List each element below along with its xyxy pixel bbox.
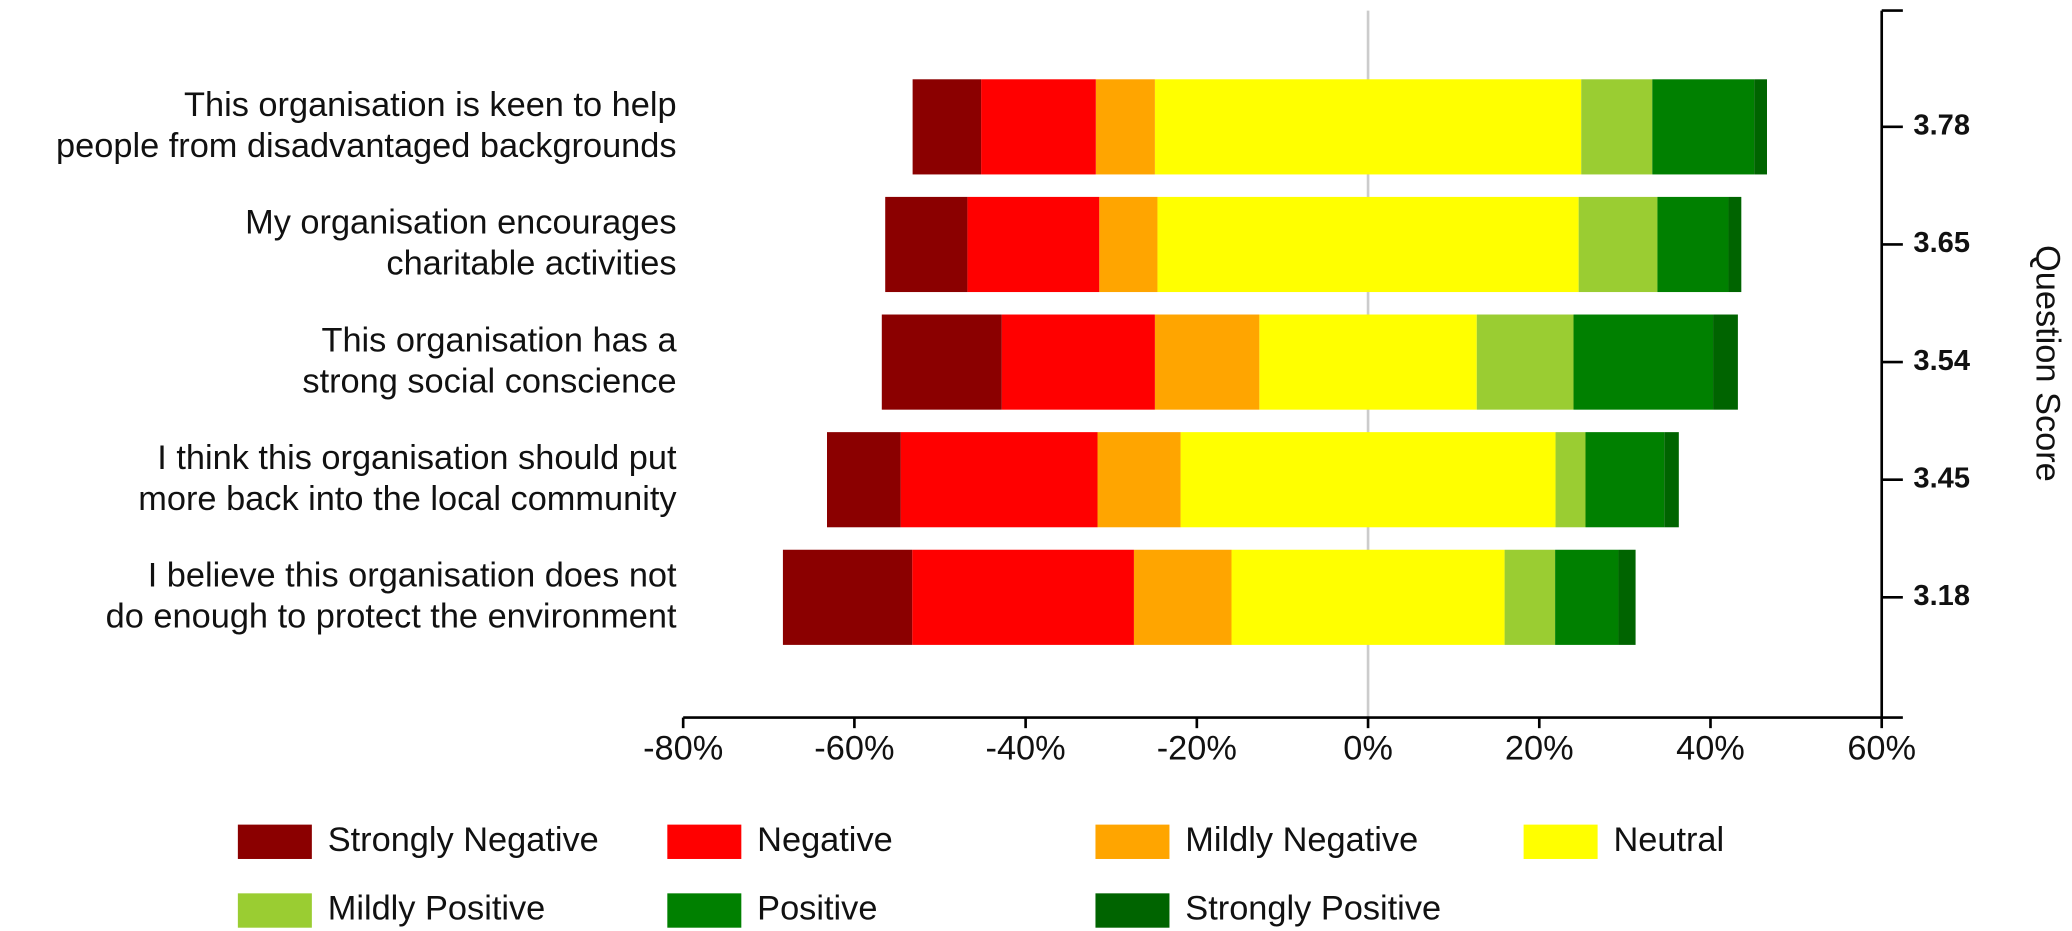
score-label: 3.54 — [1913, 345, 1970, 377]
bar-segment — [827, 432, 901, 528]
category-label: This organisation is keen to help — [184, 86, 677, 124]
bar-segment — [1581, 79, 1653, 175]
bar-segment — [881, 314, 1002, 410]
legend-swatch — [237, 824, 312, 859]
x-tick-label: -20% — [1157, 730, 1237, 768]
bar-segment — [1754, 79, 1767, 175]
legend-swatch — [1523, 824, 1598, 859]
bar-segment — [1555, 549, 1619, 645]
bar-segment — [1664, 432, 1679, 528]
category-label: My organisation encourages — [245, 204, 676, 242]
bar-segment — [1154, 314, 1260, 410]
bar-segment — [912, 549, 1134, 645]
bar-segment — [1578, 196, 1658, 293]
bar-segment — [900, 432, 1098, 528]
category-label: charitable activities — [386, 245, 676, 283]
legend-swatch — [1095, 893, 1170, 928]
score-label: 3.78 — [1913, 110, 1970, 142]
legend-label: Strongly Positive — [1185, 890, 1441, 928]
score-label: 3.18 — [1913, 580, 1970, 612]
bar-segment — [782, 549, 913, 645]
legend-label: Mildly Negative — [1185, 821, 1418, 859]
legend-swatch — [667, 893, 742, 928]
bar-segment — [1099, 196, 1158, 293]
bar-segment — [1231, 549, 1505, 645]
category-label: I think this organisation should put — [157, 439, 677, 477]
bar-segment — [1259, 314, 1477, 410]
legend-label: Strongly Negative — [328, 821, 599, 859]
bar-segment — [1095, 79, 1155, 175]
category-label: do enough to protect the environment — [106, 598, 677, 636]
bar-segment — [885, 196, 968, 293]
bar-segment — [1555, 432, 1586, 528]
bar-segment — [1154, 79, 1582, 175]
bar-segment — [1657, 196, 1729, 293]
bar-segment — [1618, 549, 1636, 645]
legend-swatch — [237, 893, 312, 928]
category-label: people from disadvantaged backgrounds — [56, 127, 677, 165]
bar-segment — [1476, 314, 1574, 410]
category-label: more back into the local community — [138, 480, 677, 518]
bar-segment — [967, 196, 1100, 293]
score-label: 3.45 — [1913, 462, 1970, 494]
bar-segment — [1713, 314, 1738, 410]
legend-swatch — [1095, 824, 1170, 859]
score-label: 3.65 — [1913, 227, 1970, 259]
legend-label: Neutral — [1613, 821, 1724, 859]
bar-segment — [1001, 314, 1155, 410]
legend-label: Mildly Positive — [328, 890, 546, 928]
category-label: strong social conscience — [302, 362, 676, 400]
bar-segment — [1728, 196, 1742, 293]
x-tick-label: 0% — [1343, 730, 1393, 768]
x-tick-label: 60% — [1847, 730, 1916, 768]
legend-swatch — [667, 824, 742, 859]
bar-segment — [1180, 432, 1556, 528]
legend-label: Positive — [757, 890, 877, 928]
x-tick-label: -80% — [643, 730, 723, 768]
bar-segment — [1652, 79, 1755, 175]
bar-segment — [1157, 196, 1579, 293]
bar-segment — [1504, 549, 1556, 645]
category-label: I believe this organisation does not — [148, 557, 677, 595]
category-label: This organisation has a — [321, 321, 677, 359]
bar-segment — [1573, 314, 1714, 410]
x-tick-label: 40% — [1676, 730, 1745, 768]
legend-label: Negative — [757, 821, 893, 859]
bar-segment — [1133, 549, 1232, 645]
x-tick-label: -40% — [986, 730, 1066, 768]
bar-segment — [912, 79, 982, 175]
bar-segment — [981, 79, 1096, 175]
bar-segment — [1097, 432, 1181, 528]
bar-segment — [1585, 432, 1665, 528]
x-tick-label: -60% — [814, 730, 894, 768]
y2-axis-title: Question Score — [2028, 245, 2066, 482]
x-tick-label: 20% — [1505, 730, 1574, 768]
